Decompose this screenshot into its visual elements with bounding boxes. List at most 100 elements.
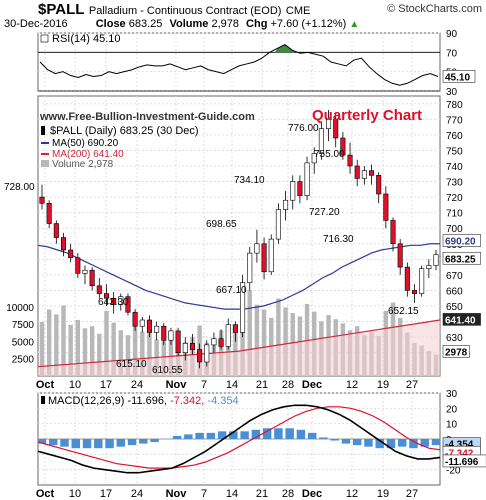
x-tick-label: 14 [226,488,238,500]
candle-body [419,268,425,294]
candle-body [197,349,203,363]
candle-body [383,193,389,221]
candle-body [283,199,289,210]
rsi-tick-label: 70 [446,48,458,59]
price-annotation: 734.10 [234,175,265,186]
price-annotation: 755.00 [314,149,345,160]
macd-histogram-bar [409,439,418,449]
macd-histogram-last-value: -4.354 [445,440,474,451]
x-tick-label: 24 [131,488,143,500]
candle-body [390,220,396,245]
candle-body [118,296,124,305]
close-label: Close [95,18,126,30]
volume-bar [132,315,138,376]
macd-histogram-bar [262,428,272,439]
x-tick-label: 28 [282,379,294,391]
macd-histogram-bar [364,439,373,447]
candle-body [354,165,360,179]
macd-tick-label: 30 [446,389,458,400]
macd-histogram-bar [94,439,103,449]
candle-body [411,290,418,294]
candle-body [318,128,324,154]
price-annotation: 652.15 [388,306,419,317]
price-annotation: 698.65 [206,219,237,230]
rsi-tick-label: 30 [446,87,458,98]
macd-histogram-bar [274,428,283,439]
rsi-last-value-box [442,70,476,83]
candle-body [311,153,317,164]
price-tick-label: 780 [446,100,463,111]
candle-body [426,265,432,269]
close-value: 683.25 [128,18,163,30]
candle-body [304,162,310,196]
watermark: www.Free-Bullion-Investment-Guide.com [39,111,255,123]
volume-tick-label: 2500 [12,355,35,366]
price-tick-label: 730 [446,178,463,189]
macd-histogram-bar [127,439,137,446]
candle-body [268,238,274,273]
candle-body [275,209,281,240]
candle-body [211,338,217,346]
volume-bar [254,304,260,376]
macd-histogram-bar [386,439,396,449]
candle-body [326,119,332,129]
x-tick-label: Dec [302,488,322,500]
volume-bar [89,326,95,376]
rsi-overbought-fill [274,44,295,53]
macd-histogram-bar [71,439,80,449]
candle-body [218,338,224,347]
ma200-legend-label: MA(200) 641.40 [52,149,124,160]
candle-body [175,330,181,353]
candle-body [82,269,88,274]
x-tick-label: 24 [131,379,143,391]
candle-body [75,257,81,274]
volume-bar [104,310,109,376]
price-tick-label: 770 [446,115,463,126]
candle-body [46,203,52,224]
candle-body [397,243,403,268]
x-tick-label: 19 [377,379,389,391]
macd-histogram-bar [352,439,362,446]
macd-histogram-bar [341,439,351,444]
volume-bar [97,333,102,376]
x-tick-label: 12 [346,488,358,500]
volume-bar [125,335,131,376]
candle-body [376,175,382,195]
candle-body [290,181,296,201]
volume-bar [276,298,281,376]
candle-body [404,266,410,291]
candle-body [89,269,95,287]
x-tick-label: 10 [69,488,81,500]
price-tick-label: 660 [446,286,463,297]
macd-histogram-bar [375,439,384,449]
price-annotation: 643.30 [98,297,129,308]
rsi-legend-label: RSI(14) 45.10 [52,33,120,45]
volume-bar [111,322,116,376]
quote-date: 30-Dec-2016 [4,18,68,30]
x-tick-label: 19 [377,488,389,500]
volume-bar [247,290,252,376]
ma200-area [38,320,440,376]
candle-body [146,319,152,333]
price-tick-label: 670 [446,271,463,282]
volume-tick-label: 10000 [6,303,34,314]
price-annotation: 615.10 [116,359,147,370]
candle-body [182,343,188,353]
volume-bar [140,331,145,376]
macd-line [37,404,441,474]
candle-body [189,343,195,350]
price-tick-label: 650 [446,302,463,313]
change-value: +7.60 (+1.12%) [270,18,347,30]
candle-body [254,243,260,254]
macd-histogram-bar [330,439,339,441]
macd-histogram-bar [60,439,69,447]
price-tick-label: 740 [446,162,463,173]
candle-body [96,285,102,294]
symbol-title: $PALL Palladium - Continuous Contract (E… [38,1,310,19]
candle-body [154,325,160,333]
candle-body [433,254,439,266]
volume-bar [39,322,45,376]
price-legend-swatch [41,126,45,135]
macd-histogram-bar [319,437,328,439]
